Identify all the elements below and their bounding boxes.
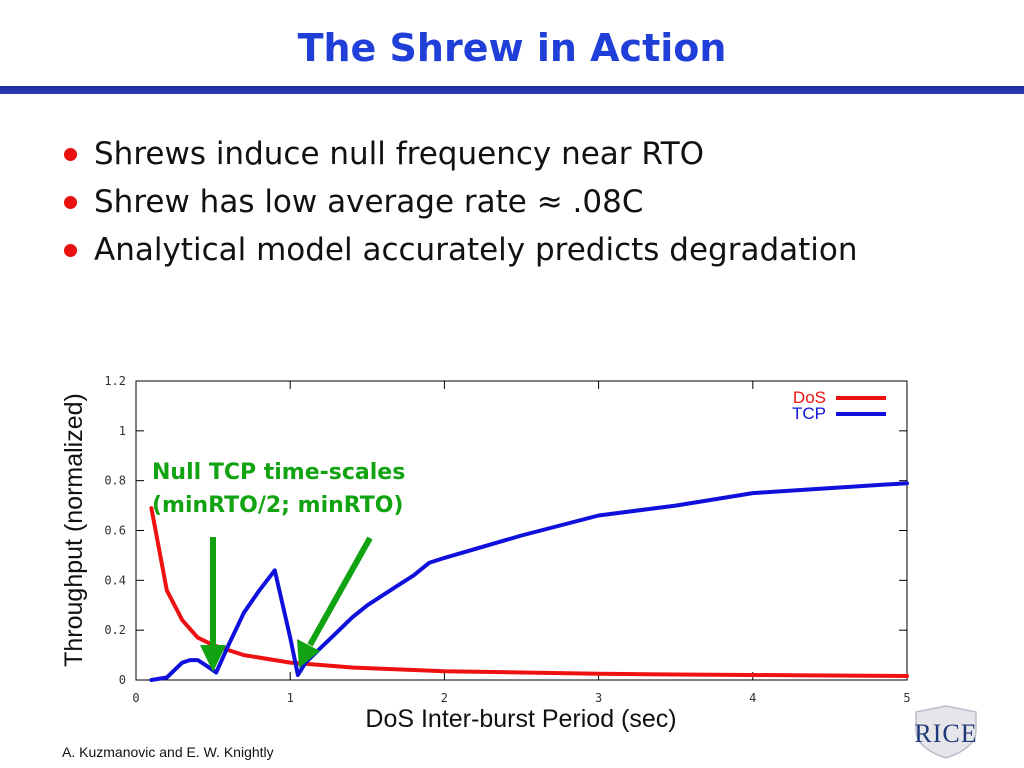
bullet-list: Shrews induce null frequency near RTO Sh…	[60, 130, 858, 274]
bullet-text: Analytical model accurately predicts deg…	[94, 232, 858, 268]
x-tick-label: 0	[132, 691, 139, 705]
legend-label: TCP	[792, 404, 826, 423]
bullet-dot-icon	[64, 148, 77, 161]
x-axis-label: DoS Inter-burst Period (sec)	[365, 705, 676, 733]
annotation-arrow-shaft	[307, 536, 373, 647]
legend-label: DoS	[793, 388, 826, 407]
plot-frame	[135, 380, 908, 681]
annotation-text: (minRTO/2; minRTO)	[152, 493, 404, 518]
bullet-dot-icon	[64, 196, 77, 209]
y-tick-label: 0.2	[104, 623, 126, 637]
bullet-dot-icon	[64, 244, 77, 257]
y-tick-label: 1	[119, 424, 126, 438]
rice-logo: RICE	[914, 705, 977, 759]
throughput-chart: 0 0.2 0.4 0.6 0.8 1 1.2 0 1 2 3 4 5 DoS Inter-burst P…	[60, 374, 911, 733]
bullet-item: Shrew has low average rate ≈ .08C	[60, 178, 858, 226]
x-tick-label: 2	[441, 691, 448, 705]
slide-title: The Shrew in Action	[297, 26, 727, 70]
y-tick-label: 0.4	[104, 573, 126, 587]
series-line-dos	[149, 506, 909, 678]
bullet-item: Shrews induce null frequency near RTO	[60, 130, 858, 178]
y-tick-label: 0.6	[104, 524, 126, 538]
x-tick-label: 1	[287, 691, 294, 705]
x-tick-label: 5	[903, 691, 910, 705]
series-line-tcp	[149, 481, 909, 682]
y-tick-label: 0.8	[104, 474, 126, 488]
bullet-text: Shrews induce null frequency near RTO	[94, 136, 705, 172]
annotation-arrow-head	[200, 645, 226, 672]
annotation-arrow-head	[297, 639, 320, 668]
x-tick-label: 4	[749, 691, 756, 705]
x-tick-label: 3	[595, 691, 602, 705]
title-divider	[0, 86, 1024, 94]
bullet-item: Analytical model accurately predicts deg…	[60, 226, 858, 274]
bullet-text: Shrew has low average rate ≈ .08C	[94, 184, 644, 220]
logo-text: RICE	[914, 719, 977, 748]
y-tick-label: 1.2	[104, 374, 126, 388]
annotation-text: Null TCP time-scales	[152, 460, 405, 485]
footer-authors: A. Kuzmanovic and E. W. Knightly	[62, 744, 274, 760]
y-axis-label: Throughput (normalized)	[60, 393, 88, 667]
y-tick-label: 0	[119, 673, 126, 687]
